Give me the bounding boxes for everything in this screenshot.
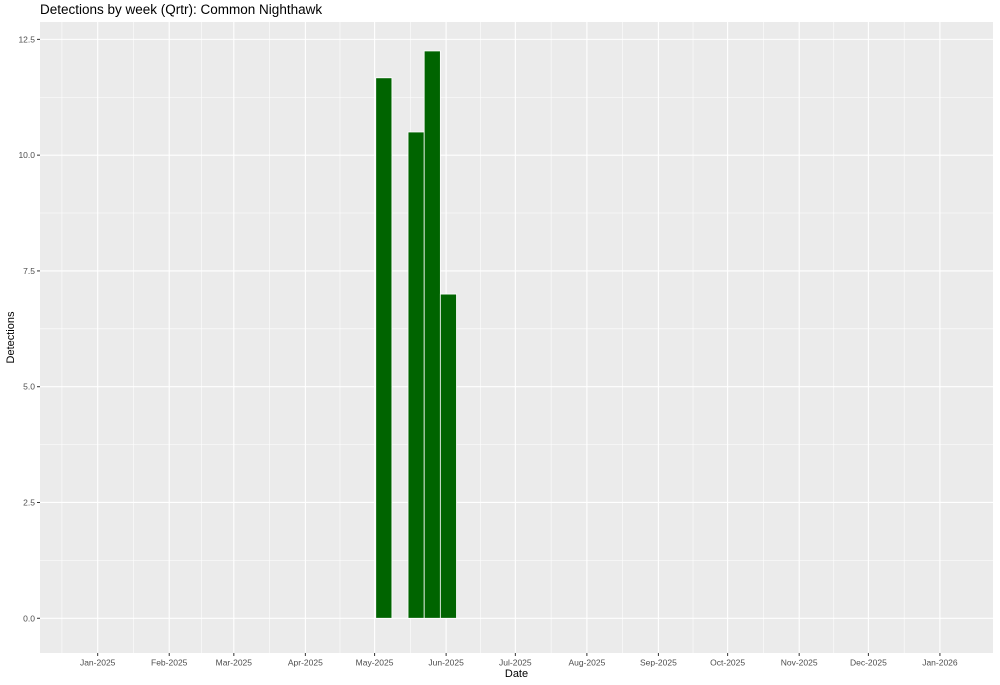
x-tick-label: Oct-2025 [710, 658, 745, 668]
chart-title: Detections by week (Qrtr): Common Nighth… [40, 2, 323, 17]
y-axis-title: Detections [5, 311, 17, 363]
y-axis: 0.0 2.5 5.0 7.5 10.0 12.5 [18, 34, 40, 623]
y-tick-label: 12.5 [18, 34, 35, 44]
plot-panel [40, 22, 993, 653]
x-tick-label: Jan-2025 [80, 658, 116, 668]
x-axis: Jan-2025 Feb-2025 Mar-2025 Apr-2025 May-2025… [80, 653, 958, 668]
x-tick-label: Feb-2025 [151, 658, 188, 668]
x-tick-label: Nov-2025 [781, 658, 818, 668]
x-tick-label: May-2025 [356, 658, 394, 668]
minor-gridlines [40, 22, 993, 653]
x-tick-label: Jul-2025 [499, 658, 532, 668]
x-tick-label: Sep-2025 [640, 658, 677, 668]
y-tick-label: 7.5 [23, 266, 35, 276]
bar [407, 131, 425, 619]
y-tick-label: 0.0 [23, 613, 35, 623]
x-tick-label: Dec-2025 [850, 658, 887, 668]
bar [423, 50, 441, 619]
major-gridlines [40, 22, 993, 653]
y-tick-label: 10.0 [18, 150, 35, 160]
bars-group [375, 50, 457, 619]
x-tick-label: Aug-2025 [568, 658, 605, 668]
x-tick-label: Jan-2026 [922, 658, 958, 668]
bar [439, 293, 457, 619]
y-tick-label: 5.0 [23, 382, 35, 392]
x-axis-title: Date [505, 668, 528, 680]
bar [375, 77, 393, 619]
x-tick-label: Mar-2025 [216, 658, 253, 668]
y-tick-label: 2.5 [23, 497, 35, 507]
x-tick-label: Apr-2025 [288, 658, 323, 668]
x-tick-label: Jun-2025 [428, 658, 464, 668]
